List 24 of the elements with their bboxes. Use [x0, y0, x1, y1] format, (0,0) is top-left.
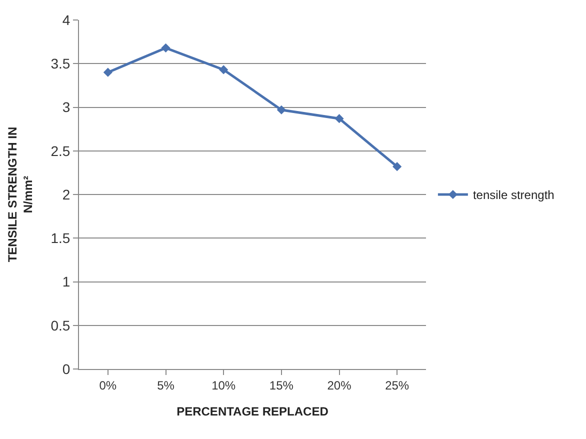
x-axis-title: PERCENTAGE REPLACED	[176, 404, 329, 418]
y-tick-label: 0.5	[50, 317, 70, 334]
y-tick-label: 3.5	[50, 56, 70, 72]
y-tick-label: 0	[62, 360, 70, 377]
point	[334, 114, 344, 124]
x-tick-label: 25%	[385, 378, 410, 392]
x-tick-label: 15%	[269, 378, 294, 392]
y-axis-title: TENSILE STRENGTH IN N/mm²	[5, 126, 36, 262]
x-tick-label: 10%	[212, 378, 236, 392]
point	[161, 43, 170, 52]
x-tick-label: 0%	[99, 378, 117, 392]
y-tick-label: 1.5	[50, 230, 70, 246]
point	[103, 68, 112, 77]
y-tick-label: 3	[62, 99, 70, 116]
x-tick-label: 20%	[327, 378, 352, 392]
y-tick-label: 2.5	[50, 142, 70, 159]
point	[276, 105, 286, 114]
y-tick-label: 4	[62, 12, 70, 28]
legend-label: tensile strength	[472, 188, 554, 202]
point	[219, 65, 228, 74]
point	[392, 162, 402, 172]
y-tick-label: 2	[62, 186, 70, 202]
y-tick-label: 1	[62, 274, 70, 290]
x-tick-label: 5%	[157, 378, 175, 392]
